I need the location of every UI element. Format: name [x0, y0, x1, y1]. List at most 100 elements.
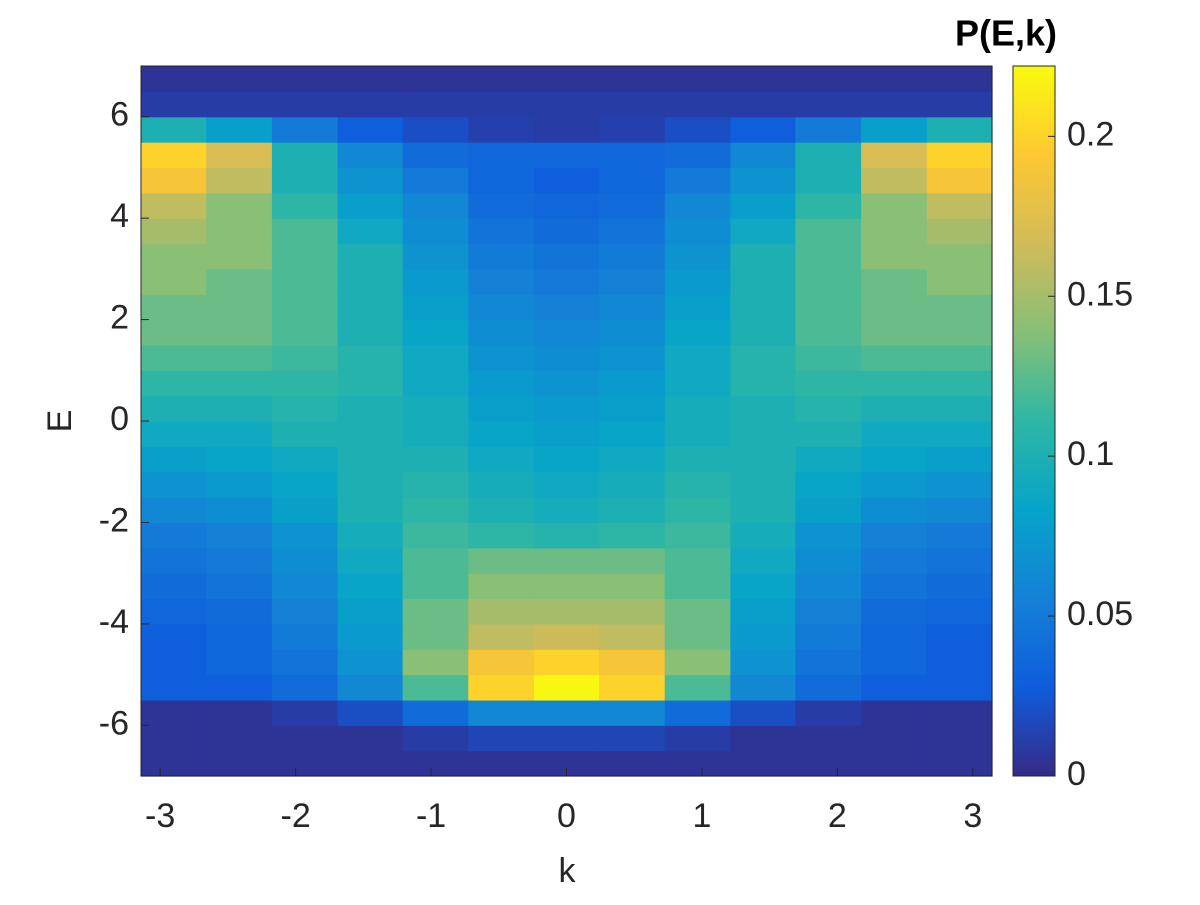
heatmap-cell — [271, 142, 339, 169]
heatmap-cell — [664, 699, 731, 726]
heatmap-cell — [337, 395, 404, 422]
heatmap-cell — [402, 699, 469, 726]
heatmap-cell — [271, 547, 339, 574]
heatmap-cell — [861, 573, 928, 600]
heatmap-cell — [730, 66, 796, 92]
heatmap-cell — [337, 573, 404, 600]
heatmap-cell — [730, 91, 796, 118]
heatmap-cell — [861, 699, 928, 726]
heatmap-cell — [730, 243, 796, 270]
heatmap-cell — [271, 623, 339, 650]
colorbar-tick-label: 0.1 — [1067, 435, 1114, 473]
heatmap-cell — [861, 319, 928, 346]
heatmap-cell — [206, 268, 273, 295]
heatmap-cell — [141, 218, 207, 245]
heatmap-cell — [468, 598, 535, 625]
heatmap-cell — [664, 623, 731, 650]
heatmap-cell — [337, 294, 404, 321]
heatmap-cell — [861, 344, 928, 371]
heatmap-cell — [402, 294, 469, 321]
heatmap-cell — [468, 243, 535, 270]
heatmap-cell — [271, 91, 339, 118]
heatmap-cell — [468, 522, 535, 549]
heatmap-cell — [402, 192, 469, 219]
heatmap-cell — [664, 573, 731, 600]
heatmap-cell — [402, 725, 469, 752]
heatmap-cell — [730, 192, 796, 219]
heatmap-cell — [141, 142, 207, 169]
heatmap-cell — [271, 370, 339, 397]
heatmap-cell — [402, 344, 469, 371]
heatmap-cell — [206, 395, 273, 422]
heatmap-cell — [599, 421, 666, 447]
heatmap-cell — [206, 344, 273, 371]
heatmap-cell — [926, 395, 993, 422]
heatmap-cell — [337, 91, 404, 118]
heatmap-cell — [533, 116, 600, 143]
heatmap-cell — [206, 319, 273, 346]
heatmap-cell — [271, 471, 339, 498]
heatmap-cell — [468, 218, 535, 245]
heatmap-cell — [141, 497, 207, 524]
heatmap-cell — [337, 66, 404, 92]
heatmap-cell — [926, 699, 993, 726]
heatmap-cell — [664, 243, 731, 270]
heatmap-cell — [206, 497, 273, 524]
heatmap-cell — [730, 674, 796, 701]
heatmap-cell — [468, 497, 535, 524]
heatmap-cell — [861, 167, 928, 194]
heatmap-cell — [533, 446, 600, 473]
heatmap-cell — [599, 167, 666, 194]
heatmap-cell — [271, 192, 339, 219]
heatmap-cell — [468, 268, 535, 295]
heatmap-cell — [206, 471, 273, 498]
heatmap-cell — [730, 547, 796, 574]
heatmap-cell — [206, 750, 273, 777]
heatmap-cell — [795, 268, 862, 295]
heatmap-cell — [533, 674, 600, 701]
heatmap-cell — [468, 66, 535, 92]
heatmap-cell — [795, 319, 862, 346]
heatmap-cell — [795, 243, 862, 270]
heatmap-cell — [861, 66, 928, 92]
heatmap-cell — [141, 66, 207, 92]
heatmap-cell — [271, 167, 339, 194]
heatmap-cell — [795, 395, 862, 422]
heatmap-cell — [533, 522, 600, 549]
heatmap-cell — [206, 294, 273, 321]
heatmap-cell — [861, 421, 928, 447]
heatmap-cell — [926, 598, 993, 625]
heatmap-cell — [206, 573, 273, 600]
heatmap-cell — [861, 725, 928, 752]
heatmap-cell — [795, 471, 862, 498]
heatmap-cell — [468, 192, 535, 219]
heatmap-cell — [795, 522, 862, 549]
heatmap-cell — [206, 370, 273, 397]
heatmap-cell — [599, 522, 666, 549]
heatmap-cell — [599, 268, 666, 295]
heatmap-cell — [141, 547, 207, 574]
heatmap-cell — [861, 142, 928, 169]
heatmap-cell — [664, 167, 731, 194]
heatmap-cell — [337, 421, 404, 447]
heatmap-cell — [730, 395, 796, 422]
heatmap-cell — [926, 522, 993, 549]
heatmap-cell — [599, 725, 666, 752]
heatmap-cell — [664, 268, 731, 295]
heatmap-cell — [664, 294, 731, 321]
heatmap-cell — [402, 649, 469, 676]
heatmap-cell — [861, 370, 928, 397]
heatmap-cell — [337, 497, 404, 524]
heatmap-cell — [141, 243, 207, 270]
heatmap-cell — [795, 91, 862, 118]
heatmap-cell — [141, 522, 207, 549]
heatmap-cell — [795, 192, 862, 219]
heatmap-cell — [664, 725, 731, 752]
colorbar-tick-label: 0 — [1067, 755, 1086, 793]
heatmap-cell — [337, 623, 404, 650]
heatmap-cell — [664, 522, 731, 549]
heatmap-cell — [926, 319, 993, 346]
heatmap-cell — [664, 750, 731, 777]
heatmap-cell — [337, 192, 404, 219]
heatmap-cell — [599, 218, 666, 245]
